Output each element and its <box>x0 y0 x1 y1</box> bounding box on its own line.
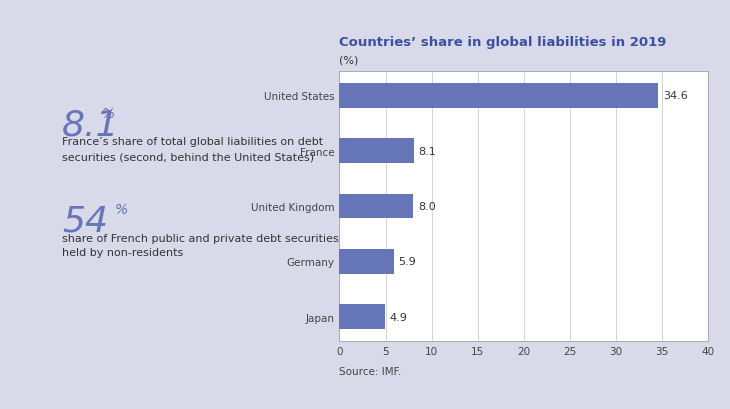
Text: 54: 54 <box>62 204 108 238</box>
Text: 4.9: 4.9 <box>389 312 407 322</box>
Bar <box>339 194 413 219</box>
Bar <box>339 249 393 274</box>
Bar <box>339 84 658 109</box>
Bar <box>339 139 414 164</box>
Text: 8.1: 8.1 <box>62 108 120 142</box>
Text: 8.1: 8.1 <box>419 146 437 156</box>
Text: share of French public and private debt securities
held by non-residents: share of French public and private debt … <box>62 233 339 258</box>
Text: France’s share of total global liabilities on debt
securities (second, behind th: France’s share of total global liabiliti… <box>62 137 323 162</box>
Text: Countries’ share in global liabilities in 2019: Countries’ share in global liabilities i… <box>339 36 666 49</box>
Text: Source: IMF.: Source: IMF. <box>339 366 402 376</box>
Text: 34.6: 34.6 <box>663 91 688 101</box>
Text: (%): (%) <box>339 56 359 65</box>
Text: %: % <box>102 106 115 120</box>
Text: 8.0: 8.0 <box>418 202 436 211</box>
Text: 5.9: 5.9 <box>399 257 416 267</box>
Text: %: % <box>115 202 128 216</box>
Bar <box>339 304 385 329</box>
